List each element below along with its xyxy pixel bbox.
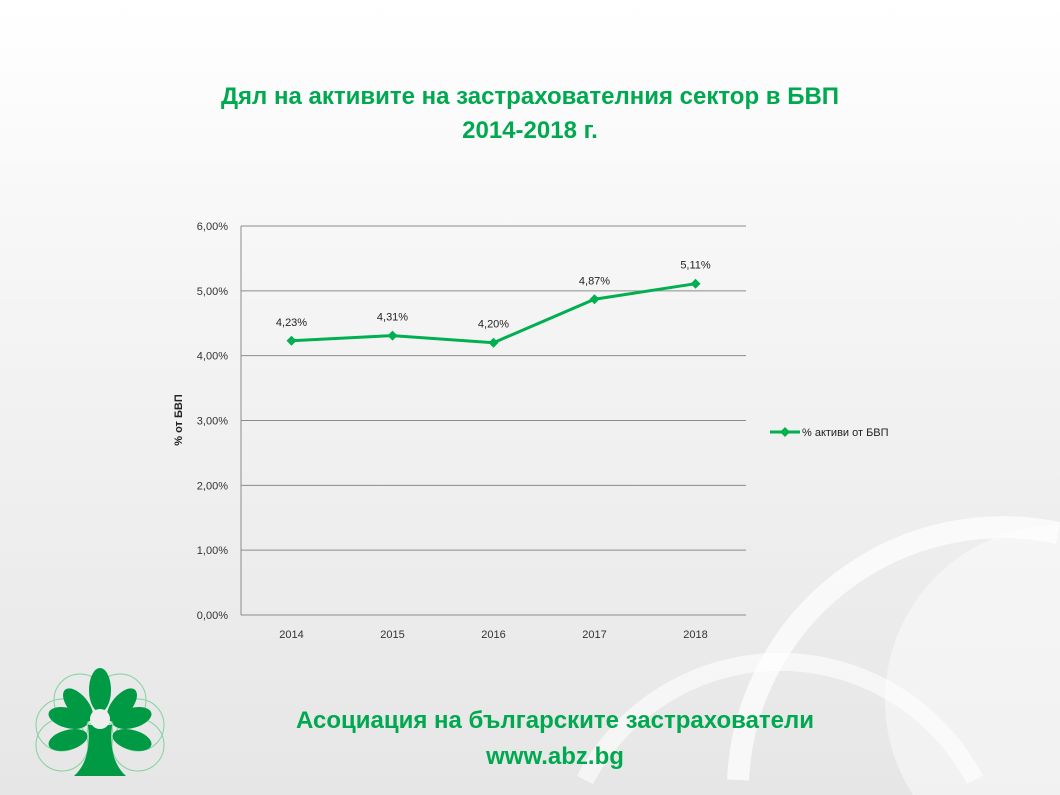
y-tick-label: 0,00% bbox=[197, 610, 228, 622]
x-tick-label: 2014 bbox=[279, 629, 303, 641]
footer-website-link[interactable]: www.abz.bg bbox=[486, 743, 624, 770]
y-tick-label: 5,00% bbox=[197, 286, 228, 298]
y-tick-label: 3,00% bbox=[197, 416, 228, 428]
y-tick-label: 1,00% bbox=[197, 545, 228, 557]
data-point-marker bbox=[589, 294, 600, 305]
x-tick-label: 2015 bbox=[380, 629, 404, 641]
title-line-1: Дял на активите на застрахователния сект… bbox=[220, 83, 840, 110]
data-point-marker bbox=[387, 330, 398, 341]
chart-title: Дял на активите на застрахователния сект… bbox=[0, 80, 1060, 148]
footer-organization: Асоциация на българските застрахователи bbox=[295, 707, 815, 734]
y-tick-label: 6,00% bbox=[197, 221, 228, 233]
data-label: 4,87% bbox=[579, 275, 610, 287]
data-point-marker bbox=[488, 337, 499, 348]
footer: Асоциация на българските застрахователи … bbox=[230, 703, 880, 775]
legend-marker bbox=[780, 427, 790, 437]
data-label: 4,31% bbox=[377, 312, 408, 324]
data-label: 5,11% bbox=[680, 260, 711, 272]
y-tick-label: 4,00% bbox=[197, 351, 228, 363]
title-line-2: 2014-2018 г. bbox=[462, 117, 598, 144]
x-tick-label: 2018 bbox=[683, 629, 707, 641]
x-tick-label: 2016 bbox=[481, 629, 505, 641]
data-label: 4,20% bbox=[478, 319, 509, 331]
data-label: 4,23% bbox=[276, 317, 307, 329]
data-point-marker bbox=[690, 278, 701, 289]
y-tick-label: 2,00% bbox=[197, 480, 228, 492]
x-tick-label: 2017 bbox=[582, 629, 606, 641]
y-axis-title: % от БВП bbox=[173, 394, 185, 446]
legend-label: % активи от БВП bbox=[802, 427, 889, 439]
data-point-marker bbox=[286, 335, 297, 346]
